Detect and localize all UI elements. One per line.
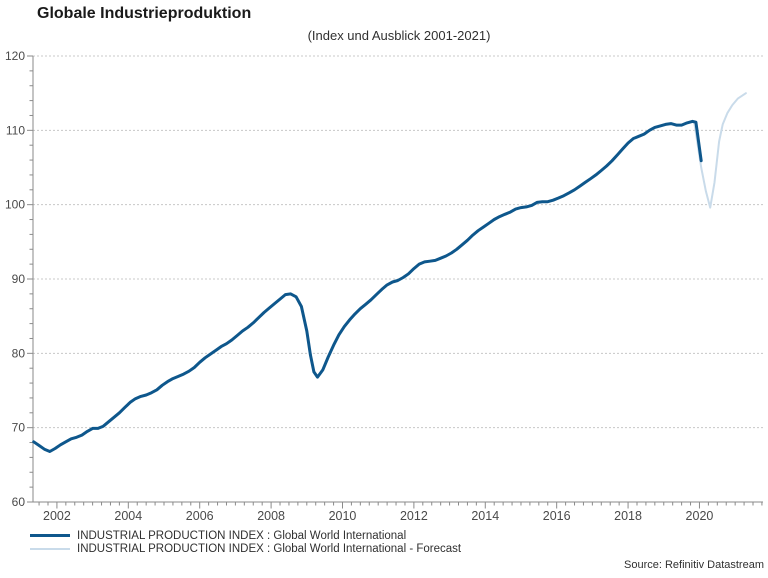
- y-tick-label-80: 80: [12, 346, 26, 360]
- chart-subtitle: (Index und Ausblick 2001-2021): [307, 28, 491, 43]
- x-tick-label-2020: 2020: [686, 509, 714, 523]
- actual-line-swatch: [30, 534, 70, 538]
- x-tick-label-2002: 2002: [43, 509, 71, 523]
- actual-line: [32, 119, 703, 453]
- legend-label-forecast: INDUSTRIAL PRODUCTION INDEX : Global Wor…: [77, 543, 462, 556]
- x-tick-label-2006: 2006: [186, 509, 214, 523]
- chart-title: Globale Industrieproduktion: [37, 5, 252, 22]
- y-tick-label-60: 60: [12, 495, 26, 509]
- x-tick-label-2012: 2012: [400, 509, 428, 523]
- x-tick-label-2014: 2014: [471, 509, 499, 523]
- x-tick-label-2018: 2018: [614, 509, 642, 523]
- x-tick-label-2008: 2008: [257, 509, 285, 523]
- legend-item-actual: INDUSTRIAL PRODUCTION INDEX : Global Wor…: [30, 529, 461, 543]
- y-tick-label-70: 70: [12, 421, 26, 435]
- forecast-line-swatch: [30, 548, 70, 551]
- source-note: Source: Refinitiv Datastream: [624, 559, 764, 571]
- y-tick-label-110: 110: [6, 123, 25, 137]
- y-tick-label-90: 90: [12, 272, 26, 286]
- legend-label-actual: INDUSTRIAL PRODUCTION INDEX : Global Wor…: [77, 529, 407, 542]
- forecast-line: [693, 92, 747, 209]
- x-tick-label-2016: 2016: [543, 509, 571, 523]
- y-tick-label-100: 100: [5, 198, 25, 212]
- legend-item-forecast: INDUSTRIAL PRODUCTION INDEX : Global Wor…: [30, 543, 461, 557]
- legend: INDUSTRIAL PRODUCTION INDEX : Global Wor…: [30, 529, 461, 556]
- x-tick-label-2010: 2010: [329, 509, 357, 523]
- y-tick-label-120: 120: [5, 49, 25, 63]
- x-tick-label-2004: 2004: [114, 509, 142, 523]
